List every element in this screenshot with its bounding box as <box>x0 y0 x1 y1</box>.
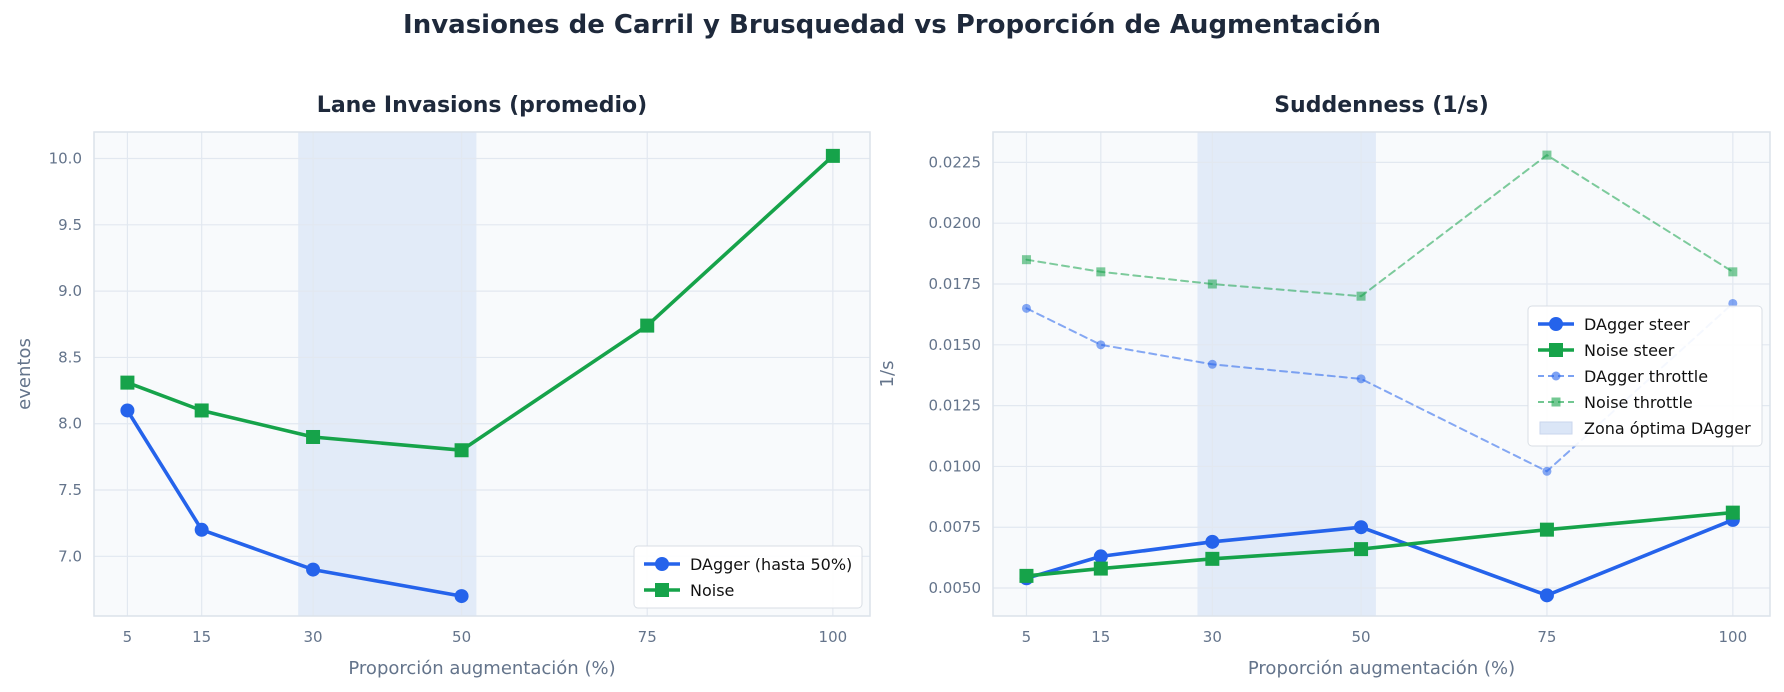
y-tick-label: 8.0 <box>58 415 82 433</box>
x-axis-label: Proporción augmentación (%) <box>348 658 615 679</box>
data-point <box>1021 303 1031 313</box>
data-point <box>1096 340 1106 350</box>
y-tick-label: 0.0200 <box>929 214 982 232</box>
data-point <box>1728 267 1738 277</box>
data-point <box>454 589 469 604</box>
data-point <box>120 375 135 390</box>
legend-label: Noise throttle <box>1584 393 1693 412</box>
data-point <box>1356 291 1366 301</box>
data-point <box>1354 542 1369 557</box>
legend-label: DAgger throttle <box>1584 367 1708 386</box>
legend-swatch-marker <box>1549 317 1563 331</box>
x-tick-label: 100 <box>819 628 848 646</box>
y-tick-label: 7.0 <box>58 547 82 565</box>
x-tick-label: 50 <box>452 628 471 646</box>
plot-frame <box>992 131 1771 617</box>
data-point <box>1356 374 1366 384</box>
data-point <box>194 522 209 537</box>
x-tick-label: 75 <box>638 628 657 646</box>
x-tick-label: 30 <box>1203 628 1222 646</box>
legend-swatch-marker <box>655 557 669 571</box>
data-point <box>120 403 135 418</box>
legend-swatch-marker <box>1551 397 1561 407</box>
data-point <box>1096 267 1106 277</box>
legend-box <box>1527 305 1763 447</box>
data-point <box>1019 568 1034 583</box>
series-line <box>125 154 835 453</box>
optimal-zone-band <box>1197 132 1376 616</box>
y-tick-label: 7.5 <box>58 481 82 499</box>
legend-swatch-marker <box>1549 343 1563 357</box>
data-point <box>1021 255 1031 265</box>
series-line <box>1025 154 1734 298</box>
chart-title: Suddenness (1/s) <box>1274 93 1489 118</box>
chart-title: Lane Invasions (promedio) <box>317 93 647 118</box>
data-point <box>1207 359 1217 369</box>
legend: DAgger (hasta 50%) Noise <box>633 545 863 609</box>
data-point <box>1093 549 1108 564</box>
data-point <box>640 318 655 333</box>
series-line <box>125 408 464 598</box>
data-point <box>825 148 840 163</box>
chart-2: 5 15 30 50 75 100 0.0050 0.0075 0.0100 0.0125 0.01… <box>877 93 1771 679</box>
data-point <box>1542 466 1552 476</box>
y-tick-label: 9.0 <box>58 282 82 300</box>
x-tick-label: 75 <box>1537 628 1556 646</box>
legend-swatch-marker <box>1551 371 1561 381</box>
data-point <box>194 403 209 418</box>
y-tick-label: 0.0175 <box>929 275 982 293</box>
data-point <box>1539 588 1554 603</box>
data-point <box>1205 551 1220 566</box>
y-axis-label: eventos <box>14 338 35 410</box>
data-point <box>306 562 321 577</box>
x-tick-label: 50 <box>1352 628 1371 646</box>
y-tick-label: 0.0075 <box>929 518 982 536</box>
x-axis-label: Proporción augmentación (%) <box>1248 658 1515 679</box>
legend: DAgger steer Noise steer DAgger throttle No… <box>1527 305 1763 447</box>
series-line <box>1024 518 1735 598</box>
data-point <box>1354 520 1369 535</box>
data-point <box>1093 561 1108 576</box>
y-tick-label: 0.0150 <box>929 336 982 354</box>
data-point <box>454 443 469 458</box>
x-tick-label: 5 <box>1022 628 1032 646</box>
plot-background <box>94 132 870 616</box>
figure-title: Invasiones de Carril y Brusquedad vs Pro… <box>403 10 1381 40</box>
data-point <box>1205 534 1220 549</box>
y-tick-label: 0.0225 <box>929 153 982 171</box>
plot-frame <box>93 131 871 617</box>
x-tick-label: 100 <box>1719 628 1748 646</box>
y-tick-label: 0.0050 <box>929 579 982 597</box>
optimal-zone-band <box>298 132 477 616</box>
series-line <box>1024 510 1735 578</box>
legend-swatch-band <box>1539 421 1573 435</box>
data-point <box>306 429 321 444</box>
data-point <box>1542 150 1552 160</box>
x-tick-label: 5 <box>123 628 133 646</box>
data-point <box>1207 279 1217 289</box>
chart-1: 5 15 30 50 75 100 7.0 7.5 8.0 8.5 9.0 9.5 10.0 Lane I… <box>14 93 871 679</box>
y-tick-label: 10.0 <box>49 150 82 168</box>
x-tick-label: 15 <box>192 628 211 646</box>
legend-label: Noise steer <box>1584 341 1675 360</box>
legend-label: DAgger (hasta 50%) <box>690 555 852 574</box>
y-tick-label: 9.5 <box>58 216 82 234</box>
y-axis-label: 1/s <box>877 361 898 388</box>
y-tick-label: 0.0100 <box>929 457 982 475</box>
x-tick-label: 30 <box>304 628 323 646</box>
y-tick-label: 8.5 <box>58 348 82 366</box>
legend-label: Noise <box>690 581 734 600</box>
legend-label: DAgger steer <box>1584 315 1690 334</box>
legend-swatch-marker <box>655 583 669 597</box>
data-point <box>1725 505 1740 520</box>
legend-label: Zona óptima DAgger <box>1584 419 1751 438</box>
y-tick-label: 0.0125 <box>929 397 982 415</box>
x-tick-label: 15 <box>1091 628 1110 646</box>
legend-box <box>633 545 863 609</box>
data-point <box>1539 522 1554 537</box>
